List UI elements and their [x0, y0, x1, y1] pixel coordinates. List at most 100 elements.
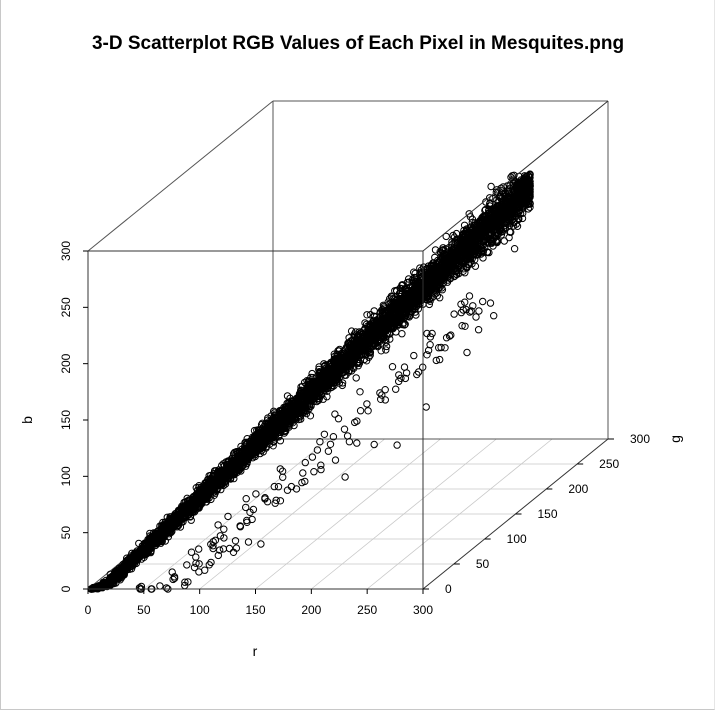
data-point — [187, 516, 195, 524]
data-point — [452, 229, 461, 238]
data-point — [377, 347, 385, 355]
data-point — [295, 415, 303, 424]
data-point — [334, 347, 342, 355]
data-point — [431, 253, 439, 262]
data-point — [294, 408, 302, 416]
data-point — [306, 412, 315, 420]
data-point — [405, 286, 413, 295]
data-point — [401, 320, 409, 328]
data-point — [479, 225, 487, 234]
data-point — [522, 172, 531, 180]
data-point — [493, 230, 502, 239]
data-point — [366, 311, 375, 319]
data-point — [304, 396, 312, 404]
data-point — [436, 258, 444, 266]
data-point — [282, 424, 290, 432]
data-point — [241, 442, 249, 450]
data-point — [509, 222, 518, 230]
data-point — [126, 557, 134, 566]
data-point — [416, 296, 425, 305]
data-point — [385, 303, 394, 312]
data-point — [183, 497, 191, 505]
data-point — [226, 463, 234, 472]
data-point — [489, 194, 497, 203]
data-point — [300, 404, 309, 412]
data-point — [478, 214, 486, 222]
data-point — [471, 219, 479, 227]
data-point — [343, 353, 351, 361]
data-point — [442, 267, 450, 275]
data-point — [433, 292, 441, 300]
data-point — [490, 235, 498, 243]
data-point — [394, 312, 402, 320]
data-point — [290, 408, 298, 416]
data-point — [403, 309, 411, 317]
data-point — [519, 201, 527, 210]
data-point — [213, 485, 222, 493]
data-point — [404, 275, 413, 283]
data-point — [354, 358, 363, 366]
data-point — [316, 382, 324, 391]
data-point — [470, 222, 479, 230]
data-point — [505, 233, 513, 242]
data-point — [361, 324, 369, 333]
data-point — [493, 186, 501, 194]
data-point — [358, 338, 366, 346]
data-point — [485, 217, 494, 226]
data-point — [405, 313, 413, 321]
data-point — [497, 210, 505, 218]
data-point — [241, 438, 249, 447]
data-point — [382, 342, 391, 351]
data-point — [166, 514, 174, 522]
data-point — [237, 467, 245, 475]
data-point — [482, 198, 490, 206]
data-point — [396, 284, 404, 292]
floor-grid — [118, 438, 578, 590]
data-point — [437, 249, 445, 257]
data-point — [513, 181, 521, 190]
data-point — [177, 504, 186, 513]
data-point — [295, 404, 303, 412]
data-point — [350, 330, 359, 338]
data-point — [147, 548, 155, 557]
data-point — [345, 334, 353, 342]
data-point — [376, 325, 384, 333]
data-point — [487, 182, 495, 191]
data-point — [250, 426, 259, 435]
data-point — [436, 294, 444, 302]
data-point — [370, 326, 378, 334]
data-point — [501, 189, 510, 198]
data-point — [521, 190, 529, 199]
data-point — [500, 237, 508, 245]
data-point — [493, 202, 501, 210]
data-point — [300, 393, 308, 401]
data-point — [372, 319, 381, 327]
box-edge-back-2 — [87, 100, 274, 252]
data-point — [419, 263, 428, 271]
data-point — [518, 214, 527, 223]
data-point — [389, 305, 398, 313]
point-cloud — [87, 170, 534, 593]
data-point — [382, 346, 390, 354]
data-point — [201, 479, 209, 487]
data-point — [396, 294, 404, 303]
data-point — [283, 392, 292, 400]
data-point — [398, 330, 406, 338]
data-point — [338, 381, 346, 390]
data-point — [385, 329, 393, 337]
data-point — [308, 369, 316, 378]
chart-title: 3-D Scatterplot RGB Values of Each Pixel… — [92, 33, 624, 54]
data-point — [386, 330, 394, 338]
data-point — [507, 228, 515, 236]
data-point — [442, 232, 450, 241]
data-point — [276, 437, 285, 445]
data-point — [508, 213, 516, 221]
data-point — [497, 207, 505, 215]
data-point — [473, 228, 482, 236]
data-point — [380, 317, 388, 325]
data-point — [237, 442, 245, 451]
data-point — [495, 225, 503, 234]
data-point — [526, 203, 534, 211]
data-point — [486, 194, 494, 202]
